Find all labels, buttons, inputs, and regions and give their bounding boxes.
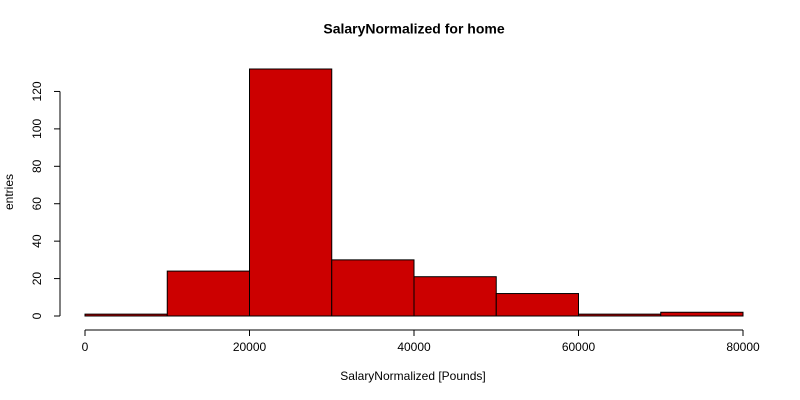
x-tick-label: 0 xyxy=(82,340,89,354)
bar xyxy=(166,270,250,317)
y-tick-label: 60 xyxy=(30,197,44,211)
y-tick-label: 80 xyxy=(30,159,44,173)
x-tick-label: 80000 xyxy=(726,340,760,354)
bar xyxy=(495,293,579,317)
y-tick-label: 100 xyxy=(30,119,44,139)
bar xyxy=(578,313,662,317)
chart-title: SalaryNormalized for home xyxy=(323,21,504,37)
bar xyxy=(660,311,744,317)
x-tick-label: 60000 xyxy=(562,340,596,354)
x-tick-label: 20000 xyxy=(233,340,267,354)
y-tick-label: 40 xyxy=(30,234,44,248)
y-tick-label: 120 xyxy=(30,81,44,101)
y-tick-label: 20 xyxy=(30,272,44,286)
y-tick-label: 0 xyxy=(30,312,44,319)
bar xyxy=(331,259,415,317)
bar xyxy=(413,276,497,317)
bar xyxy=(84,313,168,317)
y-axis-label: entries xyxy=(2,174,16,210)
x-tick-label: 40000 xyxy=(397,340,431,354)
bar xyxy=(249,68,333,317)
x-axis-label: SalaryNormalized [Pounds] xyxy=(340,369,485,383)
